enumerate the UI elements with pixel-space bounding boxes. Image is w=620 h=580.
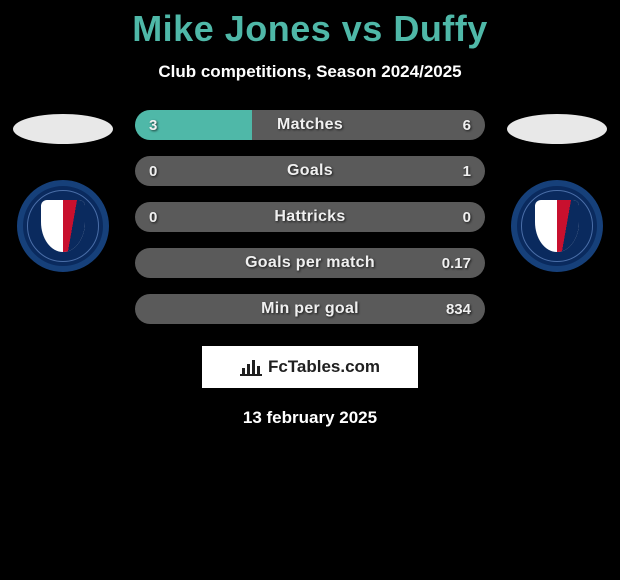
bar-chart-icon <box>240 358 262 376</box>
branding-text: FcTables.com <box>268 357 380 377</box>
stat-row: 0Hattricks0 <box>135 202 485 232</box>
stat-label: Min per goal <box>135 294 485 324</box>
stat-value-right: 0.17 <box>442 248 471 278</box>
page-title: Mike Jones vs Duffy <box>0 8 620 50</box>
player-right-column <box>502 110 612 272</box>
player-left-column <box>8 110 118 272</box>
page-subtitle: Club competitions, Season 2024/2025 <box>0 62 620 82</box>
stat-value-right: 834 <box>446 294 471 324</box>
generation-date: 13 february 2025 <box>10 408 610 428</box>
player-right-club-badge <box>511 180 603 272</box>
stat-label: Matches <box>135 110 485 140</box>
stats-list: 3Matches60Goals10Hattricks0Goals per mat… <box>135 110 485 324</box>
stat-value-right: 6 <box>463 110 471 140</box>
stat-value-right: 0 <box>463 202 471 232</box>
stat-label: Goals per match <box>135 248 485 278</box>
stat-row: Min per goal834 <box>135 294 485 324</box>
player-left-club-badge <box>17 180 109 272</box>
shield-icon <box>535 200 579 252</box>
comparison-area: 3Matches60Goals10Hattricks0Goals per mat… <box>0 110 620 428</box>
stat-value-right: 1 <box>463 156 471 186</box>
player-right-avatar <box>507 114 607 144</box>
shield-icon <box>41 200 85 252</box>
stat-row: 0Goals1 <box>135 156 485 186</box>
stat-row: Goals per match0.17 <box>135 248 485 278</box>
branding-badge[interactable]: FcTables.com <box>202 346 418 388</box>
stat-row: 3Matches6 <box>135 110 485 140</box>
stat-label: Goals <box>135 156 485 186</box>
widget-container: Mike Jones vs Duffy Club competitions, S… <box>0 0 620 428</box>
stat-label: Hattricks <box>135 202 485 232</box>
player-left-avatar <box>13 114 113 144</box>
